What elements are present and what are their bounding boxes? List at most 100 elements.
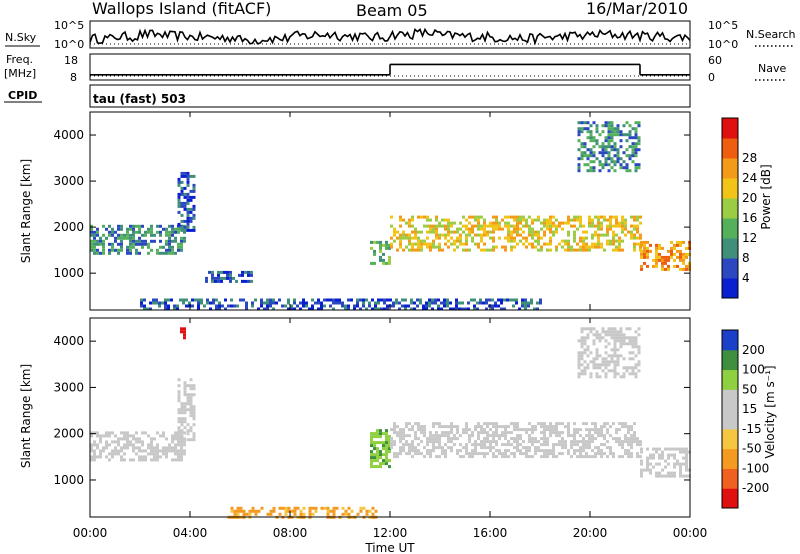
data-cell bbox=[604, 148, 608, 152]
data-cell bbox=[573, 239, 576, 243]
data-cell bbox=[260, 304, 263, 308]
data-cell bbox=[609, 215, 612, 219]
data-cell bbox=[123, 233, 126, 237]
data-cell bbox=[152, 301, 155, 305]
data-cell bbox=[576, 218, 579, 222]
data-cell bbox=[513, 224, 516, 228]
data-cell bbox=[606, 218, 609, 222]
data-cell bbox=[567, 428, 570, 432]
data-cell bbox=[402, 434, 405, 438]
data-cell bbox=[597, 449, 600, 453]
data-cell bbox=[393, 233, 396, 237]
data-cell bbox=[624, 233, 627, 237]
data-cell bbox=[456, 449, 459, 453]
data-cell bbox=[311, 298, 314, 302]
data-cell bbox=[399, 245, 402, 249]
data-cell bbox=[603, 233, 606, 237]
data-cell bbox=[609, 425, 612, 429]
cpid-label: CPID bbox=[8, 89, 37, 102]
data-cell bbox=[621, 422, 624, 426]
data-cell bbox=[129, 458, 132, 462]
data-cell bbox=[376, 459, 379, 463]
data-cell bbox=[582, 446, 585, 450]
data-cell bbox=[417, 236, 420, 240]
data-cell bbox=[612, 452, 615, 456]
data-cell bbox=[580, 351, 584, 355]
data-cell bbox=[624, 221, 627, 225]
data-cell bbox=[646, 459, 649, 463]
data-cell bbox=[564, 446, 567, 450]
data-cell bbox=[580, 145, 584, 149]
data-cell bbox=[147, 443, 150, 447]
data-cell bbox=[167, 307, 170, 311]
data-cell bbox=[159, 230, 162, 234]
data-cell bbox=[616, 372, 620, 376]
data-cell bbox=[580, 372, 584, 376]
data-cell bbox=[682, 450, 685, 454]
data-cell bbox=[232, 276, 235, 280]
data-cell bbox=[658, 471, 661, 475]
data-cell bbox=[183, 330, 186, 334]
data-cell bbox=[374, 509, 378, 513]
data-cell bbox=[491, 307, 494, 311]
data-cell bbox=[132, 437, 135, 441]
data-cell bbox=[492, 446, 495, 450]
data-cell bbox=[504, 434, 507, 438]
data-cell bbox=[583, 151, 587, 155]
data-cell bbox=[411, 218, 414, 222]
data-cell bbox=[182, 298, 185, 302]
data-cell bbox=[682, 447, 685, 451]
data-cell bbox=[480, 425, 483, 429]
data-cell bbox=[374, 301, 377, 305]
data-cell bbox=[123, 434, 126, 438]
data-cell bbox=[140, 304, 143, 308]
data-cell bbox=[573, 452, 576, 456]
data-cell bbox=[183, 437, 186, 441]
data-cell bbox=[96, 455, 99, 459]
data-cell bbox=[159, 251, 162, 255]
data-cell bbox=[498, 449, 501, 453]
data-cell bbox=[179, 298, 182, 302]
velocity-colorbar-tick-label: -50 bbox=[742, 442, 762, 456]
data-cell bbox=[670, 252, 673, 256]
data-cell bbox=[114, 230, 117, 234]
data-cell bbox=[171, 434, 174, 438]
data-cell bbox=[483, 227, 486, 231]
data-cell bbox=[177, 224, 180, 228]
data-cell bbox=[320, 301, 323, 305]
data-cell bbox=[546, 455, 549, 459]
data-cell bbox=[117, 437, 120, 441]
data-cell bbox=[610, 139, 614, 143]
data-cell bbox=[435, 218, 438, 222]
data-cell bbox=[350, 509, 354, 513]
data-cell bbox=[534, 449, 537, 453]
data-cell bbox=[552, 233, 555, 237]
data-cell bbox=[636, 236, 639, 240]
data-cell bbox=[615, 215, 618, 219]
data-cell bbox=[627, 443, 630, 447]
data-cell bbox=[655, 474, 658, 478]
data-cell bbox=[598, 333, 602, 337]
data-cell bbox=[233, 512, 237, 516]
data-cell bbox=[589, 166, 593, 170]
data-cell bbox=[528, 449, 531, 453]
data-cell bbox=[250, 273, 253, 277]
data-cell bbox=[628, 366, 632, 370]
data-cell bbox=[379, 435, 382, 439]
time-axis: 00:00 04:00 08:00 12:00 16:00 20:00 00:00 bbox=[73, 112, 707, 540]
data-cell bbox=[549, 422, 552, 426]
data-cell bbox=[652, 447, 655, 451]
data-cell bbox=[615, 245, 618, 249]
data-cell bbox=[628, 372, 632, 376]
data-cell bbox=[610, 327, 614, 331]
data-cell bbox=[437, 304, 440, 308]
data-cell bbox=[254, 298, 257, 302]
data-cell bbox=[335, 506, 339, 510]
data-cell bbox=[180, 242, 183, 246]
data-cell bbox=[432, 443, 435, 447]
data-cell bbox=[438, 221, 441, 225]
data-cell bbox=[585, 440, 588, 444]
data-cell bbox=[174, 251, 177, 255]
data-cell bbox=[643, 243, 646, 247]
data-cell bbox=[522, 236, 525, 240]
